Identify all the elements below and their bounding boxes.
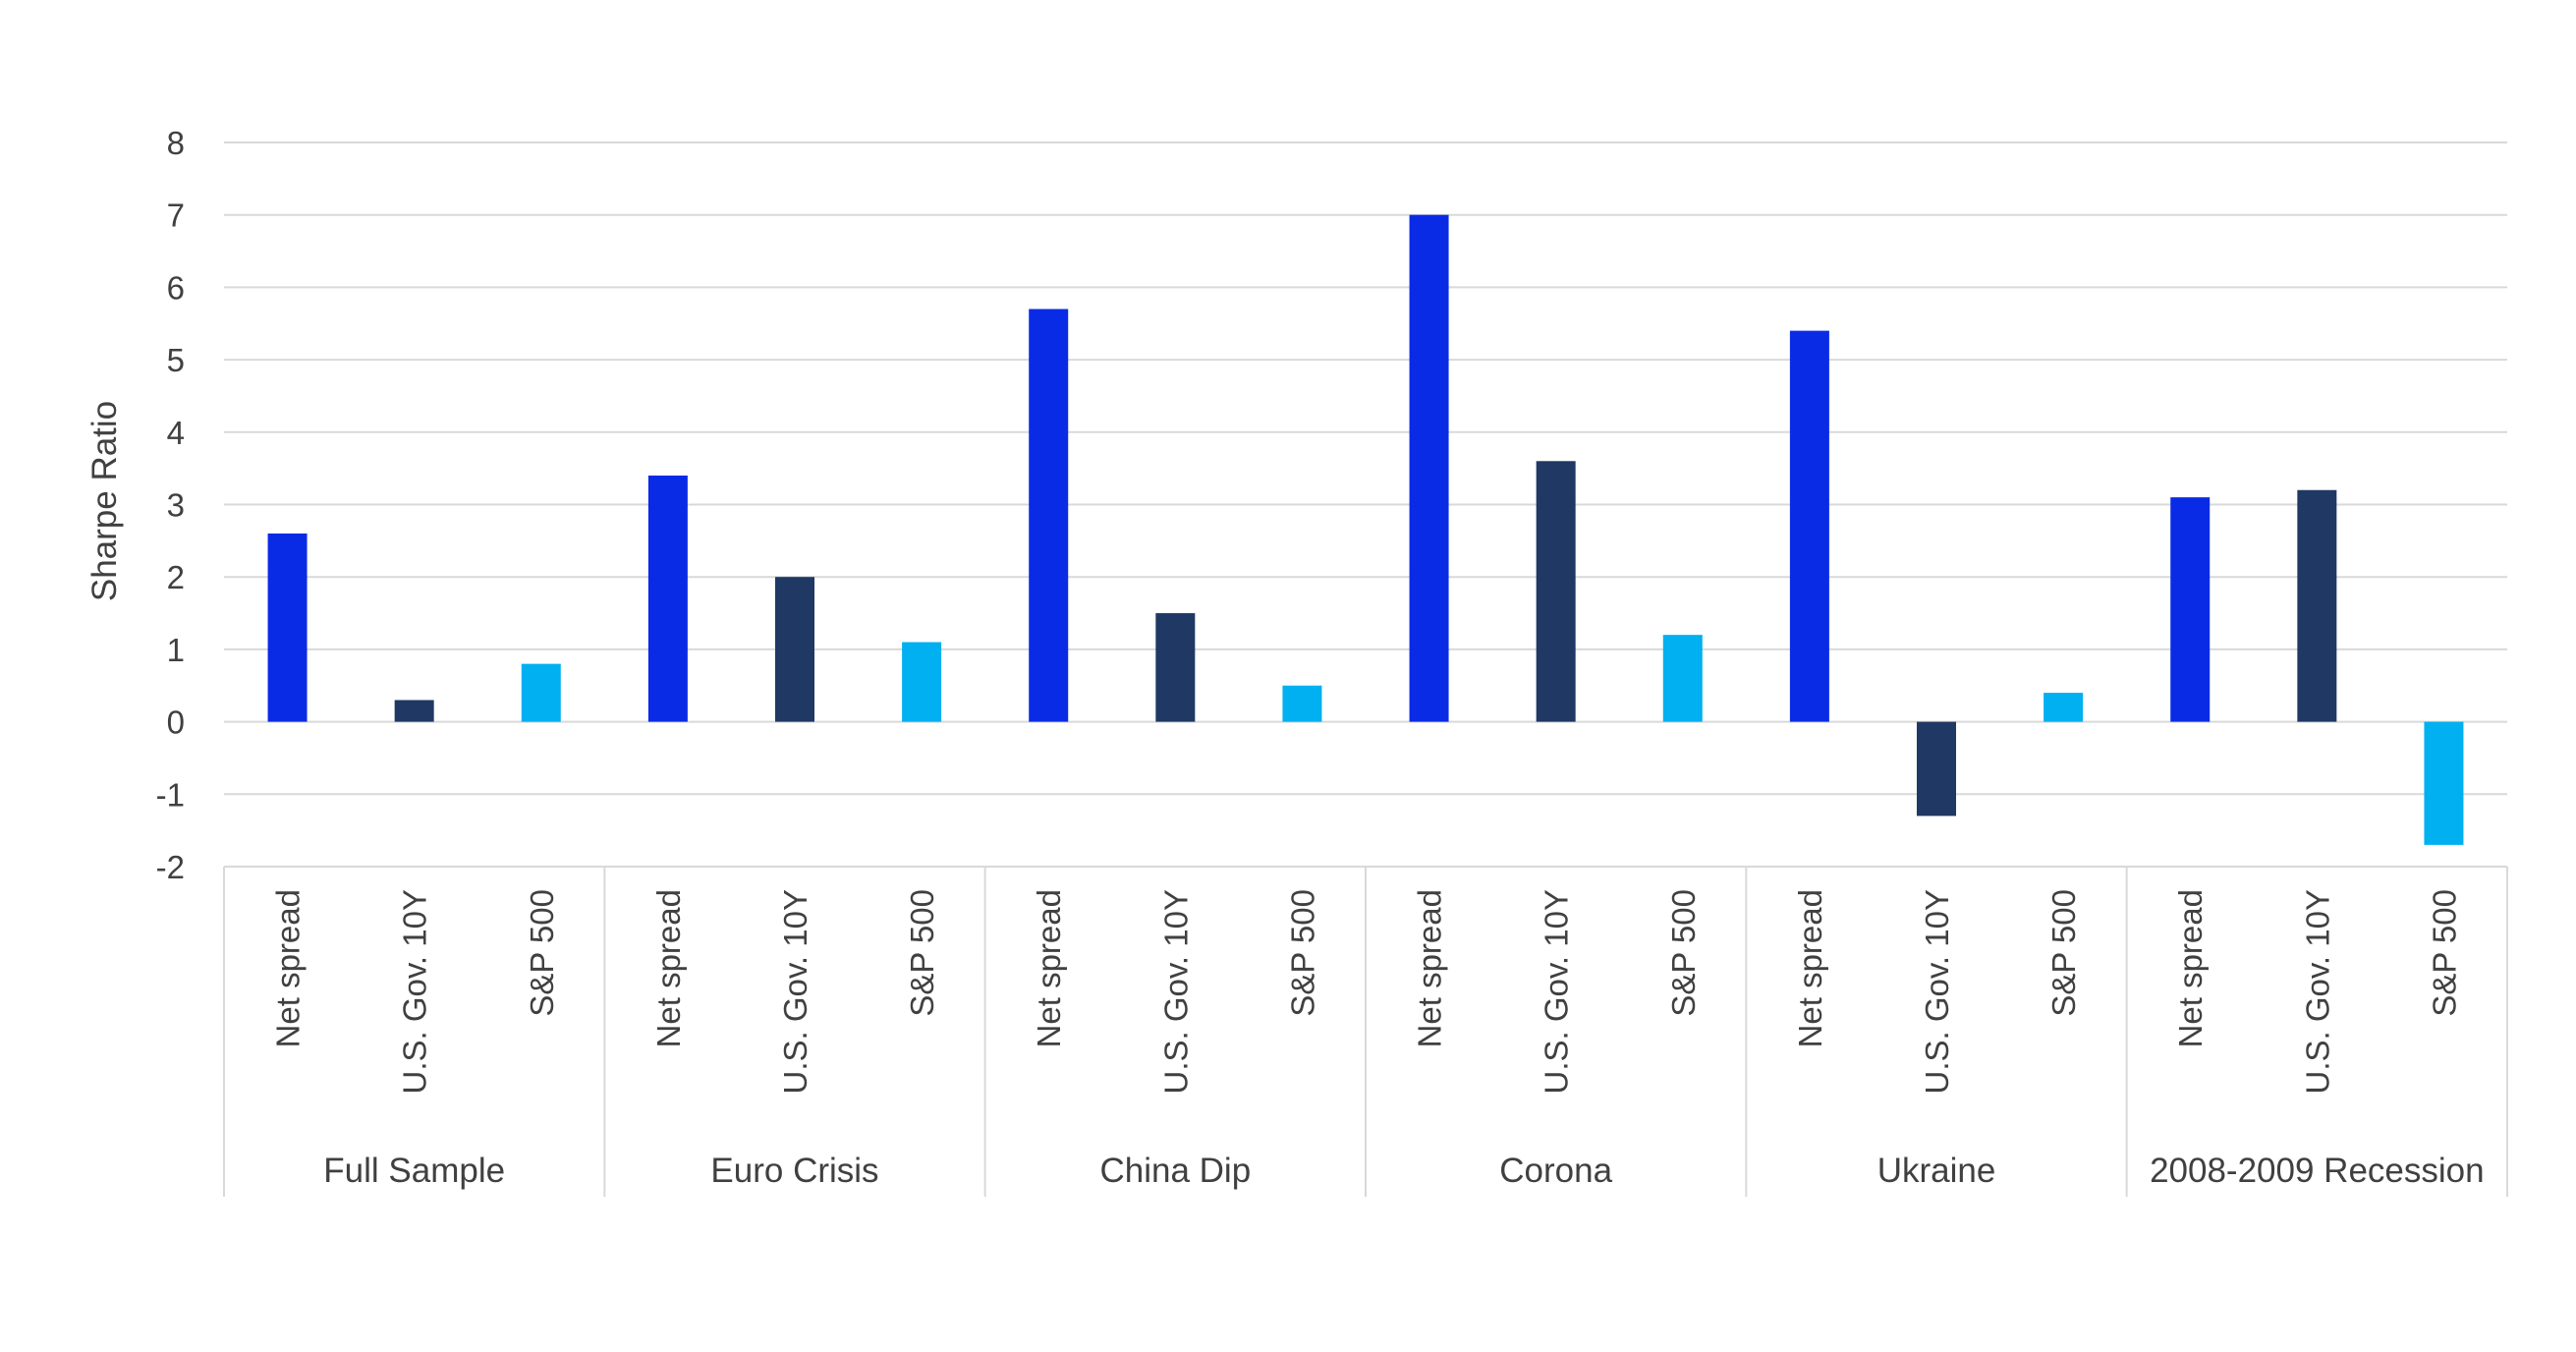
y-tick-label: 0 — [167, 704, 185, 741]
bar — [1282, 685, 1322, 722]
y-tick-label: -2 — [156, 849, 185, 885]
x-tick-label: Net spread — [270, 889, 307, 1047]
bar — [394, 700, 434, 722]
y-tick-label: 2 — [167, 559, 185, 595]
bar — [1155, 613, 1196, 722]
bar — [775, 577, 814, 722]
bars — [267, 214, 2464, 845]
y-tick-label: 4 — [167, 415, 185, 451]
y-tick-label: 7 — [167, 197, 185, 234]
group-label: Corona — [1499, 1152, 1612, 1190]
bar — [902, 642, 942, 722]
x-tick-label: S&P 500 — [1665, 889, 1702, 1017]
bar — [2297, 489, 2337, 722]
bar — [647, 476, 688, 722]
x-tick-label: S&P 500 — [2426, 889, 2462, 1017]
bar — [1536, 461, 1576, 722]
y-tick-label: 6 — [167, 269, 185, 306]
y-tick-label: 3 — [167, 487, 185, 524]
gridlines — [224, 141, 2507, 868]
bar — [1662, 635, 1703, 722]
y-tick-label: -1 — [156, 776, 185, 813]
group-label: 2008-2009 Recession — [2150, 1152, 2485, 1190]
bar — [521, 663, 561, 722]
x-axis: Net spread U.S. Gov. 10Y S&P 500 Full Sampl… — [223, 866, 2508, 1197]
group-label: Ukraine — [1877, 1152, 1996, 1190]
bar — [267, 533, 308, 722]
group-label: China Dip — [1099, 1152, 1251, 1190]
bar — [1917, 721, 1956, 817]
y-axis-tick-labels: 8 7 6 5 4 3 2 1 0 -1 -2 — [156, 125, 185, 885]
bar — [1789, 330, 1829, 722]
y-tick-label: 8 — [167, 125, 185, 161]
x-tick-label: U.S. Gov. 10Y — [2299, 889, 2335, 1094]
group-label: Euro Crisis — [710, 1152, 878, 1190]
x-tick-label: Net spread — [1412, 889, 1448, 1047]
bar — [2424, 721, 2464, 845]
x-tick-label: Net spread — [1031, 889, 1067, 1047]
y-axis-label: Sharpe Ratio — [85, 401, 124, 601]
x-tick-label: U.S. Gov. 10Y — [397, 889, 433, 1094]
x-tick-label: U.S. Gov. 10Y — [1157, 889, 1194, 1094]
x-tick-label: S&P 500 — [2045, 889, 2082, 1017]
x-tick-label: S&P 500 — [904, 889, 940, 1017]
bar — [2044, 693, 2084, 722]
y-tick-label: 1 — [167, 632, 185, 668]
bar — [1029, 309, 1069, 722]
bar — [1409, 214, 1449, 722]
x-tick-label: U.S. Gov. 10Y — [1919, 889, 1955, 1094]
x-tick-label: U.S. Gov. 10Y — [777, 889, 813, 1094]
x-tick-label: S&P 500 — [524, 889, 560, 1017]
x-tick-label: Net spread — [650, 889, 687, 1047]
x-tick-label: Net spread — [2172, 889, 2209, 1047]
x-tick-label: S&P 500 — [1284, 889, 1320, 1017]
group-label: Full Sample — [323, 1152, 505, 1190]
bar — [2170, 497, 2211, 722]
x-tick-label: U.S. Gov. 10Y — [1539, 889, 1575, 1094]
x-tick-label: Net spread — [1792, 889, 1828, 1047]
y-tick-label: 5 — [167, 342, 185, 378]
